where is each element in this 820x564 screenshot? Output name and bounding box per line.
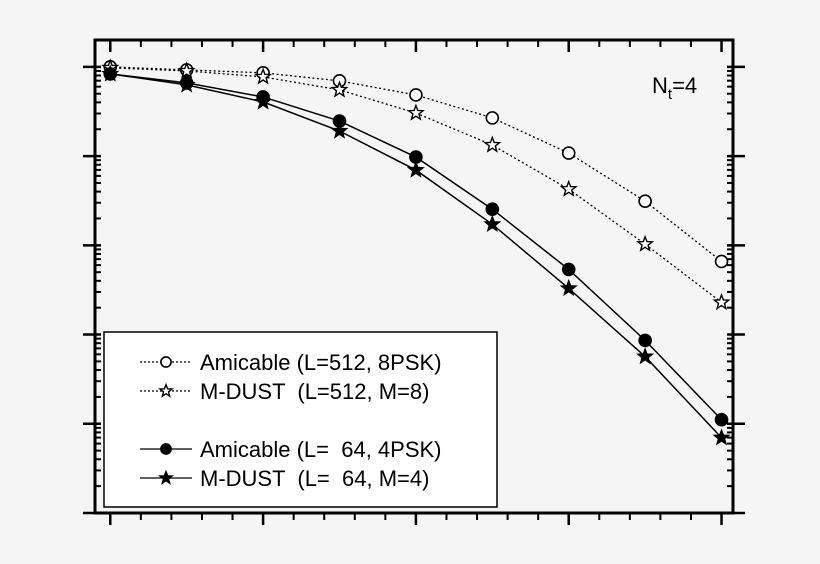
data-point-series-3	[254, 92, 273, 110]
axis-ticks	[83, 39, 745, 525]
legend-marker-0	[160, 356, 172, 368]
data-point-series-0	[485, 111, 500, 125]
legend-label-amicable-64: Amicable (L= 64, 4PSK)	[200, 437, 442, 462]
data-point-series-0	[638, 194, 652, 209]
data-point-series-1	[406, 103, 425, 121]
data-point-series-3	[330, 121, 349, 139]
legend-label-amicable-512: Amicable (L=512, 8PSK)	[200, 350, 442, 375]
data-point-series-2	[561, 262, 576, 277]
legend-marker-1	[157, 382, 175, 398]
nt-annotation: Nt=4	[652, 73, 697, 103]
data-point-series-0	[714, 254, 729, 269]
legend-marker-3	[157, 469, 175, 485]
data-point-series-3	[636, 347, 655, 365]
legend: Amicable (L=512, 8PSK) M-DUST (L=512, M=…	[103, 331, 498, 508]
plot-frame	[93, 38, 735, 515]
legend-label-mdust-512: M-DUST (L=512, M=8)	[200, 379, 429, 404]
data-point-series-1	[559, 179, 578, 197]
data-point-series-1	[483, 135, 502, 153]
data-point-series-2	[638, 333, 652, 348]
series-markers	[101, 58, 731, 446]
data-point-series-3	[559, 278, 578, 297]
data-point-series-3	[406, 160, 425, 178]
series-line-1	[110, 67, 722, 303]
data-point-series-3	[177, 75, 196, 93]
data-point-series-3	[483, 214, 502, 233]
data-point-series-1	[177, 61, 196, 79]
data-point-series-0	[561, 146, 576, 160]
data-point-series-2	[485, 202, 500, 216]
data-point-series-3	[101, 64, 120, 82]
data-point-series-1	[254, 67, 273, 85]
data-point-series-3	[712, 428, 731, 446]
data-point-series-1	[330, 80, 349, 98]
data-point-series-2	[714, 412, 729, 427]
data-point-series-1	[712, 292, 731, 311]
data-point-series-0	[409, 88, 423, 102]
data-point-series-1	[636, 234, 655, 252]
legend-marker-2	[160, 443, 172, 455]
legend-label-mdust-64: M-DUST (L= 64, M=4)	[200, 466, 429, 491]
